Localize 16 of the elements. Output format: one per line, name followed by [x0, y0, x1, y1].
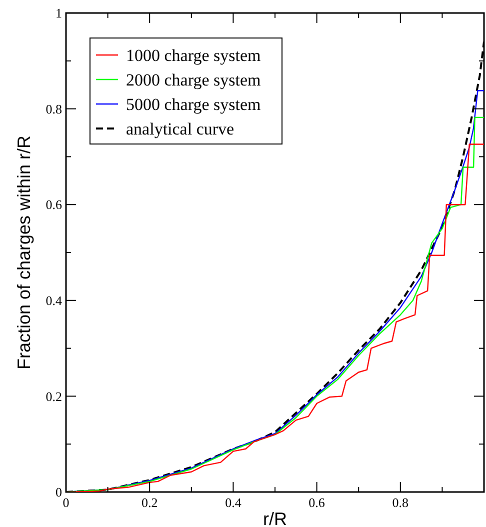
legend-label: 5000 charge system	[126, 94, 261, 114]
y-tick-label: 0.8	[46, 101, 62, 116]
y-tick-label: 0.2	[46, 388, 62, 404]
y-tick-label: 1	[56, 6, 62, 21]
x-tick-label: 0.6	[308, 495, 326, 510]
x-axis-title: r/R	[263, 509, 287, 527]
x-tick-label: 0.4	[225, 495, 242, 510]
y-tick-label: 0.6	[46, 197, 62, 212]
y-tick-label: 0	[56, 484, 62, 500]
x-tick-label: 0.8	[392, 495, 409, 510]
y-tick-label: 0.4	[46, 292, 62, 308]
legend-label: analytical curve	[126, 119, 234, 138]
x-tick-label: 0.2	[141, 495, 158, 510]
y-axis-title: Fraction of charges within r/R	[14, 135, 34, 370]
legend-label: 2000 charge system	[126, 70, 261, 90]
legend-label: 1000 charge system	[126, 46, 261, 65]
